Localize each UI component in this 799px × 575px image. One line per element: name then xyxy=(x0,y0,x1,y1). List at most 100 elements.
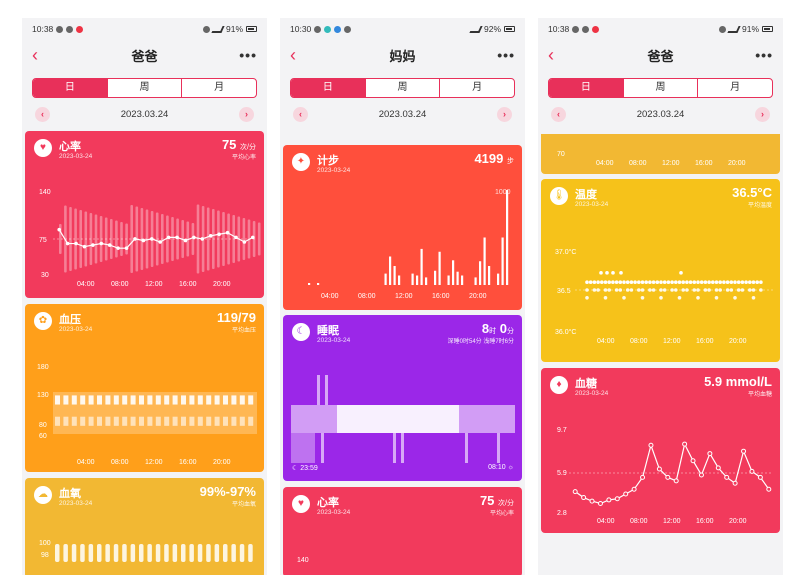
xtick: 04:00 xyxy=(597,338,615,345)
hr-point xyxy=(133,237,137,241)
spo2-bar xyxy=(80,544,85,562)
hr-range-bar xyxy=(227,213,230,265)
temperature-card[interactable]: 37.0°C 36.5 36.0°C 04:00 08:00 12:00 16:… xyxy=(541,179,780,362)
back-icon[interactable]: ‹ xyxy=(548,44,554,65)
nav-bar: ‹ 爸爸 ••• xyxy=(22,40,267,70)
card-date: 2023-03-24 xyxy=(59,153,93,160)
tab-day[interactable]: 日 xyxy=(291,79,366,97)
temp-point xyxy=(596,280,600,284)
next-date-button[interactable]: › xyxy=(754,106,770,122)
temp-point xyxy=(755,280,759,284)
xtick: 04:00 xyxy=(77,459,95,466)
steps-card[interactable]: 1000 04:00 08:00 12:00 16:00 20:00 ✦ 计步 … xyxy=(283,145,522,310)
blood-pressure-icon: ✿ xyxy=(34,312,52,330)
bp-diastolic-bar xyxy=(214,416,220,426)
tab-day[interactable]: 日 xyxy=(33,79,108,97)
card-subtitle: 平均血糖 xyxy=(747,392,772,398)
sleep-stage-bar xyxy=(325,375,328,405)
card-value: 4199 步 xyxy=(474,151,514,166)
temp-point xyxy=(614,280,619,284)
blood-oxygen-card-tail[interactable]: 70 04:00 08:00 12:00 16:00 20:00 xyxy=(541,134,780,174)
glucose-ytick: 9.7 xyxy=(557,427,567,434)
temp-point xyxy=(640,288,645,292)
xtick: 12:00 xyxy=(395,293,413,300)
prev-chart-tail: 70 04:00 08:00 12:00 16:00 20:00 xyxy=(557,151,746,167)
bp-diastolic-bar xyxy=(189,416,195,426)
next-date-button[interactable]: › xyxy=(496,106,512,122)
spo2-bar xyxy=(164,544,169,562)
spo2-bar xyxy=(214,544,220,562)
temp-point xyxy=(670,288,674,292)
hr-range-bar xyxy=(232,215,235,263)
tab-month[interactable]: 月 xyxy=(472,82,483,93)
temp-point xyxy=(603,288,608,292)
hr-range-bar xyxy=(99,216,103,262)
steps-bar xyxy=(317,283,320,285)
temp-point xyxy=(618,280,623,284)
temp-point xyxy=(714,296,719,300)
tab-month[interactable]: 月 xyxy=(214,82,225,93)
temp-point xyxy=(648,280,652,284)
more-icon[interactable]: ••• xyxy=(497,47,515,63)
tab-month[interactable]: 月 xyxy=(730,82,741,93)
back-icon[interactable]: ‹ xyxy=(32,44,38,65)
prev-date-button[interactable]: ‹ xyxy=(35,106,50,122)
sleep-card[interactable]: ☾ 睡眠 2023-03-24 8时 0分 深睡0时54分 浅睡7时6分 ☾ 2… xyxy=(283,315,522,481)
spo2-bar xyxy=(88,544,94,562)
hr-point xyxy=(208,234,213,238)
heart-rate-chart: 140 xyxy=(297,557,309,564)
temp-point xyxy=(733,296,737,300)
more-icon[interactable]: ••• xyxy=(239,47,257,63)
spo2-ytick: 98 xyxy=(41,552,49,559)
temp-point xyxy=(659,288,663,292)
hr-range-bar xyxy=(206,207,210,271)
blood-glucose-card[interactable]: 9.7 5.9 2.8 04:00 08:00 12:00 16:00 20:0… xyxy=(541,368,780,533)
hr-point xyxy=(242,240,247,244)
more-icon[interactable]: ••• xyxy=(755,47,773,63)
hr-point xyxy=(250,235,255,240)
bp-systolic-bar xyxy=(105,395,111,405)
tab-week[interactable]: 周 xyxy=(108,79,183,97)
period-tabs: 日 周 月 xyxy=(32,78,257,98)
next-date-button[interactable]: › xyxy=(238,106,254,122)
glucose-point xyxy=(732,480,738,486)
hr-range-bar xyxy=(257,222,261,256)
sync-icon xyxy=(582,25,590,33)
temp-point xyxy=(714,288,719,292)
temp-point xyxy=(607,288,611,292)
back-icon[interactable]: ‹ xyxy=(290,44,296,65)
bp-systolic-bar xyxy=(88,395,94,405)
temp-point xyxy=(637,288,641,292)
spo2-bar xyxy=(181,544,186,562)
alarm-status-icon xyxy=(202,25,210,33)
current-date: 2023.03.24 xyxy=(636,108,685,120)
prev-date-button[interactable]: ‹ xyxy=(551,106,566,122)
moon-icon: ☾ xyxy=(292,323,310,341)
heart-rate-card[interactable]: 140 ♥ 心率 2023-03-24 75 次/分 平均心率 xyxy=(283,487,522,575)
prev-date-button[interactable]: ‹ xyxy=(293,106,308,122)
steps-icon: ✦ xyxy=(292,153,310,171)
card-date: 2023-03-24 xyxy=(317,167,351,174)
tab-day[interactable]: 日 xyxy=(549,79,624,97)
screen-dad-2: 10:38 91% ‹ 爸爸 ••• 日 周 月 ‹ 2023.03.24 › … xyxy=(538,18,783,575)
blood-pressure-card[interactable]: 180 130 80 60 04:00 08:00 12:00 16:00 20… xyxy=(25,304,264,472)
tab-week[interactable]: 周 xyxy=(624,79,699,97)
hr-point xyxy=(124,246,129,250)
tab-week[interactable]: 周 xyxy=(366,79,441,97)
blood-oxygen-card[interactable]: 100 98 ☁ 血氧 2023-03-24 99%-97% 平均血氧 xyxy=(25,478,264,575)
temp-point xyxy=(659,296,663,300)
heart-rate-card[interactable]: 140 75 30 04:00 08:00 12:00 16:00 20:00 … xyxy=(25,131,264,298)
temperature-chart: 37.0°C 36.5 36.0°C 04:00 08:00 12:00 16:… xyxy=(555,248,773,345)
bp-diastolic-bar xyxy=(80,416,86,426)
bp-diastolic-bar xyxy=(239,416,245,426)
xtick: 04:00 xyxy=(77,281,95,288)
bp-ytick: 180 xyxy=(37,364,49,371)
temp-point xyxy=(677,280,682,284)
steps-ytick: 1000 xyxy=(495,189,511,196)
date-selector: ‹ 2023.03.24 › xyxy=(280,101,525,127)
glucose-point xyxy=(572,489,578,495)
temp-ytick-avg: 36.5 xyxy=(557,288,571,295)
temp-point xyxy=(714,280,719,284)
temp-point xyxy=(614,288,619,292)
glucose-series-line xyxy=(574,442,770,505)
